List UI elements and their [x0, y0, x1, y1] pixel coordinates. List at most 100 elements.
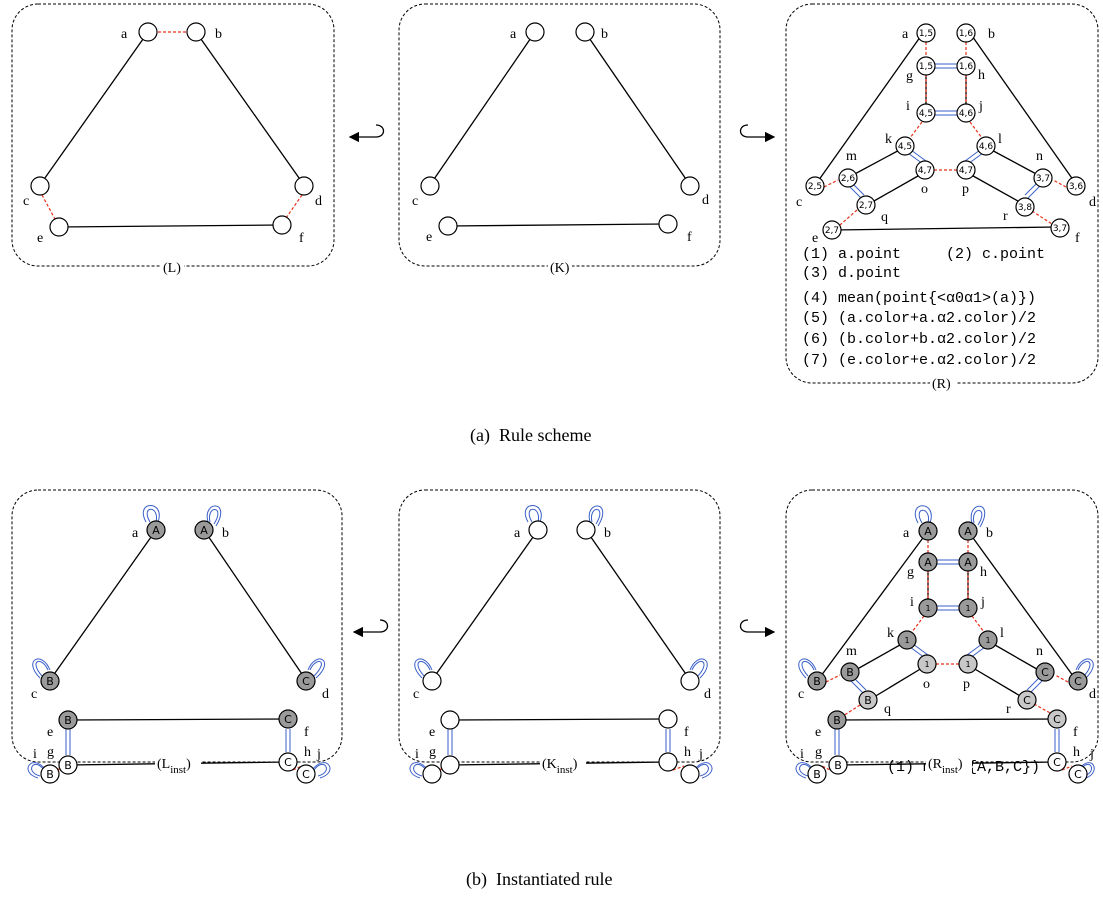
node-label: n — [1036, 149, 1043, 164]
node-label: i — [906, 99, 910, 114]
arrow-Kinst-to-Rinst — [739, 619, 776, 638]
expression: (7) (e.color+e.α2.color)/2 — [802, 352, 1036, 369]
node-label: r — [1003, 209, 1008, 224]
node-label: j — [316, 747, 321, 762]
node — [525, 22, 545, 42]
node-label: h — [1073, 745, 1080, 760]
node-value: 4,7 — [959, 166, 973, 176]
node-value: 1,5 — [919, 62, 933, 72]
node-label: p — [962, 182, 969, 197]
node-label: p — [963, 677, 970, 692]
node — [575, 22, 595, 42]
node-value: 4,6 — [959, 109, 974, 119]
node-label: o — [921, 182, 928, 197]
node-label: e — [47, 725, 53, 740]
node-value: 4,7 — [918, 166, 932, 176]
panel-label: (Kinst) — [542, 757, 578, 776]
arrow-K-to-R — [739, 124, 776, 143]
node-label: q — [881, 210, 888, 225]
node-label: g — [429, 745, 436, 760]
node-label: h — [684, 745, 691, 760]
node-label: f — [1073, 725, 1078, 740]
node-value: C — [302, 675, 310, 688]
node-label: q — [884, 702, 891, 717]
node-label: j — [978, 99, 983, 114]
node-label: i — [800, 747, 804, 762]
panel-label: (R) — [932, 377, 951, 392]
node-value: 1 — [985, 636, 990, 645]
node-label: d — [1089, 195, 1096, 210]
node-label: e — [815, 725, 821, 740]
panel-label: (L) — [163, 261, 181, 276]
node-value: 2,5 — [808, 182, 822, 192]
node — [49, 217, 69, 237]
node-label: n — [1036, 644, 1043, 659]
node-value: B — [64, 714, 72, 727]
node-value: A — [924, 525, 932, 538]
node-label: f — [1075, 231, 1080, 246]
node-value: 3,7 — [1053, 224, 1067, 234]
expression: (5) (a.color+a.α2.color)/2 — [802, 310, 1036, 327]
node-label: b — [215, 27, 222, 42]
node — [658, 214, 678, 234]
node — [272, 215, 292, 235]
node-label: f — [304, 725, 309, 740]
node-label: a — [903, 526, 910, 541]
node-label: d — [702, 193, 709, 208]
node-label: b — [601, 27, 608, 42]
node-label: c — [412, 194, 418, 209]
node-value: C — [1074, 675, 1082, 688]
node-label: b — [604, 526, 611, 541]
node-label: g — [47, 745, 54, 760]
node-value: A — [964, 556, 972, 569]
node-label: k — [887, 626, 894, 641]
node-label: e — [429, 725, 435, 740]
node — [420, 176, 440, 196]
node-label: c — [31, 687, 37, 702]
node-value: 3,8 — [1018, 203, 1033, 213]
expression: (4) mean(point{<α0α1>(a)}) — [802, 290, 1036, 307]
node-label: a — [514, 526, 521, 541]
node-value: C — [284, 756, 292, 769]
node-label: l — [998, 132, 1002, 147]
node-label: i — [415, 747, 419, 762]
node-value: 4,5 — [898, 142, 912, 152]
node-value: A — [964, 525, 972, 538]
node-value: 2,7 — [825, 226, 839, 236]
panel-K-inst: a b c d e f g h i j (Kinst) — [398, 489, 721, 784]
node-label: g — [907, 565, 914, 580]
node-label: d — [704, 687, 711, 702]
panel-label: (Linst) — [157, 757, 191, 776]
arrow-K-to-L — [348, 124, 385, 143]
node-value: A — [924, 556, 932, 569]
caption-rule-scheme: (a) Rule scheme — [470, 425, 591, 446]
node — [138, 22, 158, 42]
node-label: b — [986, 526, 993, 541]
node-label: o — [923, 677, 930, 692]
panel-label: (K) — [550, 261, 570, 276]
node-value: B — [833, 714, 841, 727]
node-label: f — [299, 231, 304, 246]
node-label: e — [426, 230, 432, 245]
node-label: m — [846, 644, 857, 659]
caption-instantiated-rule: (b) Instantiated rule — [466, 869, 612, 890]
node — [294, 176, 314, 196]
node-value: 4,5 — [919, 109, 933, 119]
node — [30, 176, 50, 196]
node-value: 1,6 — [959, 62, 974, 72]
node-label: r — [1006, 702, 1011, 717]
node-value: 3,7 — [1036, 174, 1050, 184]
panel-R-inst: A A A A 1 1 1 1 1 1 B C B C B C B C B C … — [785, 489, 1099, 784]
node-label: d — [315, 194, 322, 209]
expression: (6) (b.color+b.α2.color)/2 — [802, 331, 1036, 348]
node-label: f — [684, 725, 689, 740]
node-value: C — [302, 768, 310, 781]
node-label: l — [1000, 626, 1004, 641]
node-label: a — [510, 27, 517, 42]
node-value: A — [200, 524, 208, 537]
node-value: 3,6 — [1069, 182, 1084, 192]
node-value: B — [846, 666, 854, 679]
r-nodes — [805, 23, 1086, 240]
node-value: 4,6 — [979, 142, 994, 152]
